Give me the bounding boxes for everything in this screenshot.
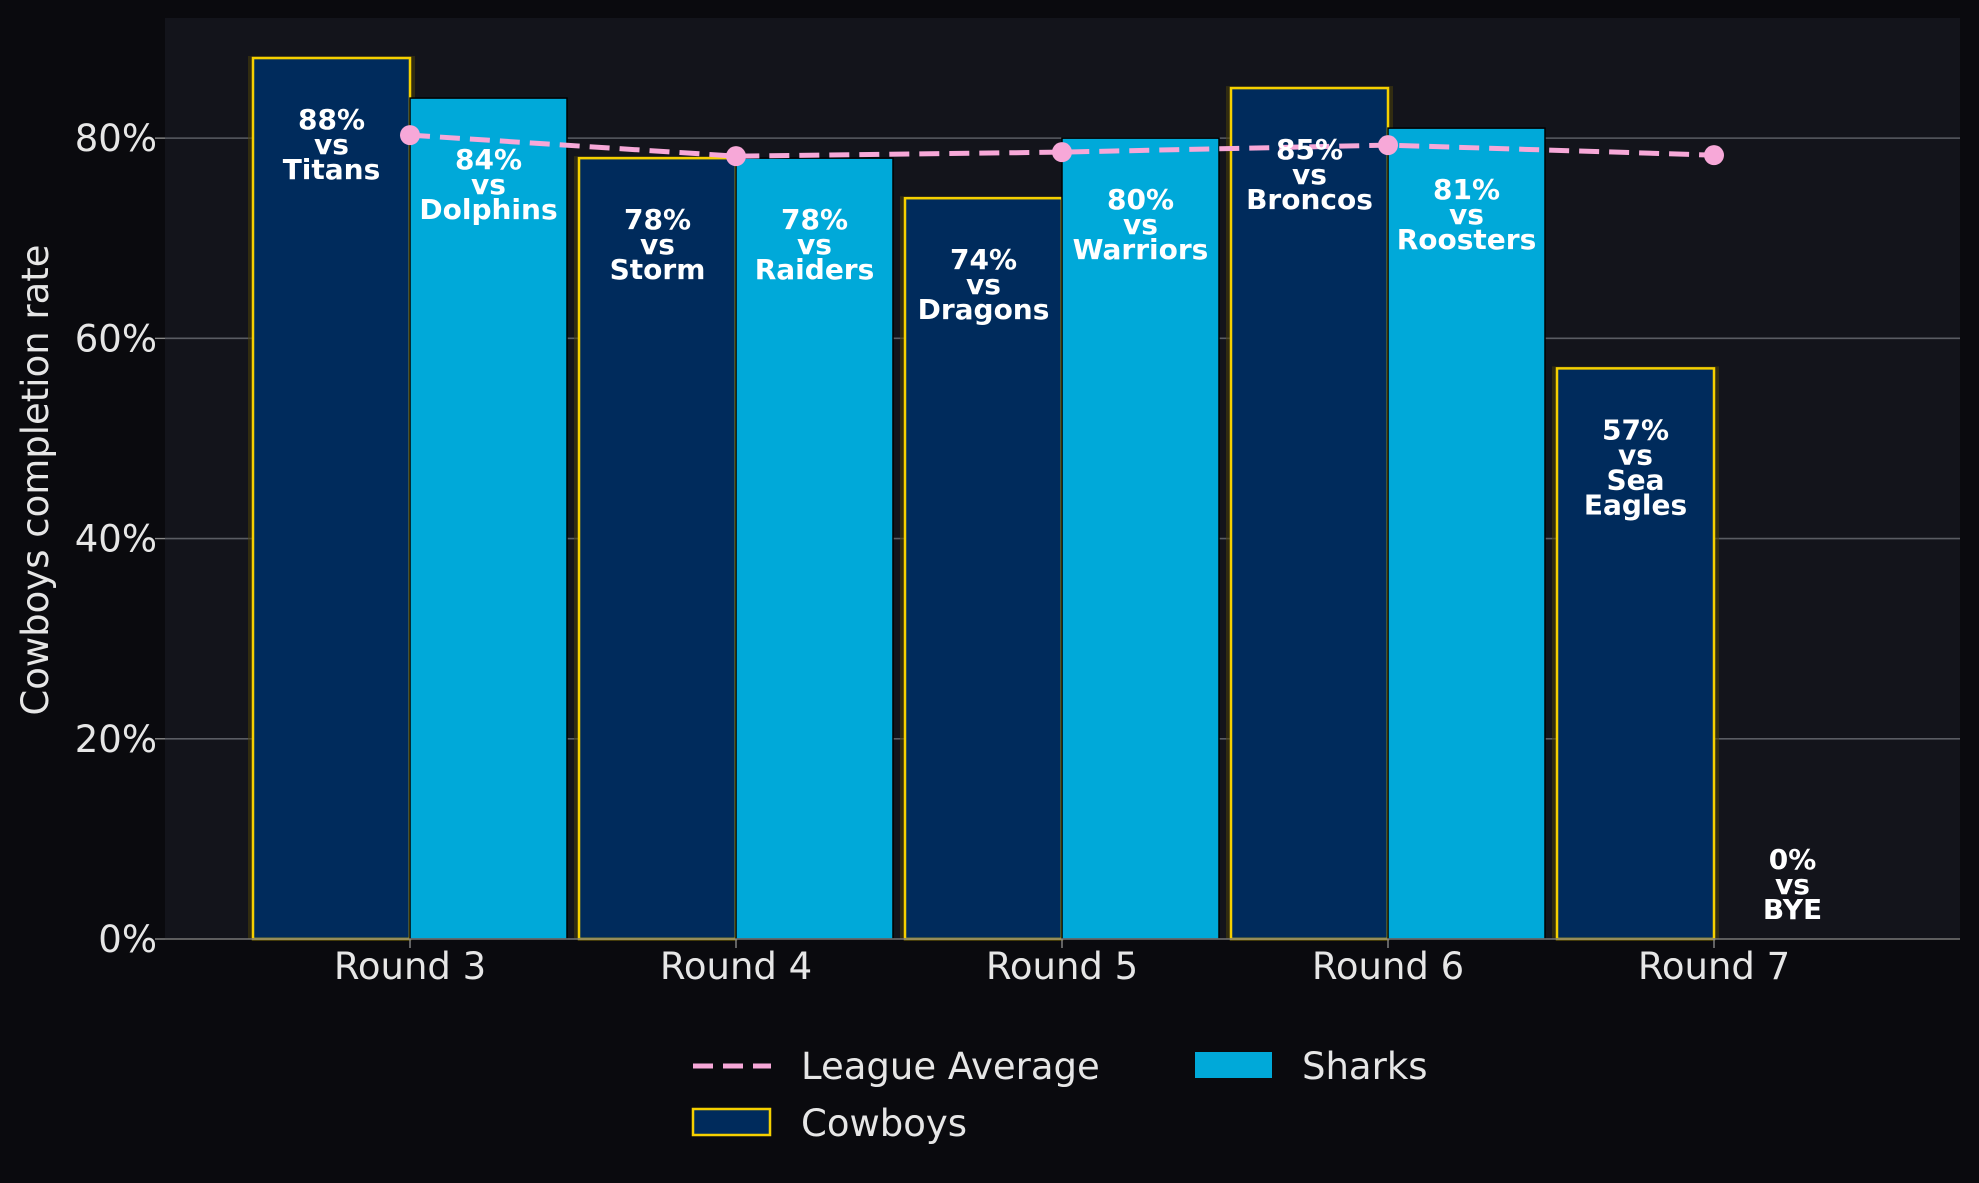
sharks-bar [735,157,894,940]
x-tick-label: Round 7 [1638,945,1790,988]
x-tick-label: Round 4 [660,945,812,988]
league-average-point [726,146,746,167]
x-tick-label: Round 6 [1312,945,1464,988]
bar-data-label: 81% [1433,173,1500,206]
cowboys-bar [1229,86,1390,941]
legend-cowboys-swatch [691,1107,772,1137]
bar-data-label: vs [797,228,832,261]
bar-data-label: 74% [950,243,1017,276]
bar-data-label: Sea [1606,463,1664,496]
bar-data-label: Raiders [755,253,875,286]
cowboys-bar [903,196,1064,941]
bar-data-label: Eagles [1584,488,1687,521]
league-average-point [1704,145,1724,166]
bar-data-label: Titans [283,153,381,186]
legend: League Average Cowboys Sharks [691,1045,1428,1145]
axes: 0% 20% 40% 60% 80% Round 3 Round 4 Round 5 Round… [75,117,1960,988]
bar-data-label: vs [640,228,675,261]
league-average-line [409,132,1715,159]
bar-data-label: vs [1449,198,1484,231]
legend-label: League Average [801,1045,1100,1088]
bars [248,56,1719,941]
y-tick-label: 40% [75,518,157,561]
bar-data-label: vs [966,268,1001,301]
bar-data-label: vs [1292,158,1327,191]
league-average-line-group [400,125,1724,167]
x-tick-label: Round 5 [986,945,1138,988]
y-tick-label: 0% [98,918,157,961]
bar-data-label: 85% [1276,133,1343,166]
bar-data-label: BYE [1763,893,1822,926]
x-tick-label: Round 3 [334,945,486,988]
bar-data-label: Warriors [1073,233,1209,266]
bar-data-label: Broncos [1246,183,1373,216]
league-average-point [1052,142,1072,163]
bar-data-label: 57% [1602,413,1669,446]
bar-data-label: vs [1618,438,1653,471]
bar-data-label: 78% [624,203,691,236]
y-tick-label: 20% [75,718,157,761]
sharks-bar [1387,127,1546,940]
y-tick-label: 80% [75,117,157,160]
bar-data-label: vs [1775,868,1810,901]
bar-data-label: Dolphins [419,193,557,226]
bar-data-label: vs [471,168,506,201]
sharks-bar [409,97,568,940]
legend-label: Sharks [1302,1045,1428,1088]
sharks-bar [1061,137,1220,940]
bar-data-label: Roosters [1397,223,1537,256]
legend-sharks-swatch [1195,1052,1272,1078]
bar-data-label: Dragons [918,293,1050,326]
league-average-point [1378,135,1398,156]
cowboys-bar [251,56,412,941]
bar-data-label: 80% [1107,183,1174,216]
bar-data-label: 84% [455,143,522,176]
legend-label: Cowboys [801,1102,967,1145]
cowboys-bar [1555,367,1716,941]
bar-data-label: 0% [1769,843,1817,876]
y-tick-label: 60% [75,317,157,360]
bar-data-label: vs [1123,208,1158,241]
bar-data-label: 88% [298,103,365,136]
bar-data-label: 78% [781,203,848,236]
league-average-point [400,125,420,146]
y-axis-title: Cowboys completion rate [14,244,57,715]
bar-data-label: Storm [610,253,706,286]
bar-data-label: vs [314,128,349,161]
